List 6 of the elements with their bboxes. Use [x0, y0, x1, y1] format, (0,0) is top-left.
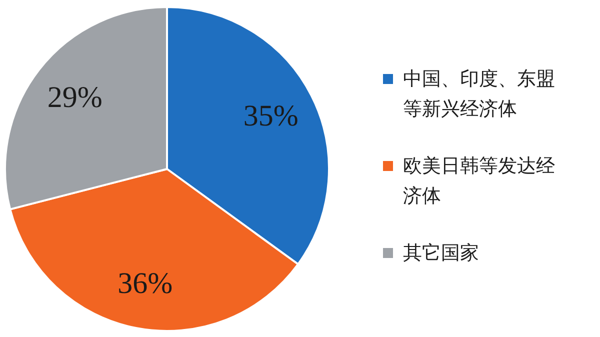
legend-label: 中国、印度、东盟等新兴经济体: [403, 68, 555, 120]
data-label: 35%: [243, 100, 298, 133]
legend-label: 其它国家: [403, 242, 479, 264]
data-label: 36%: [118, 267, 173, 300]
legend-label: 欧美日韩等发达经济体: [403, 155, 555, 207]
data-label: 29%: [47, 81, 102, 114]
